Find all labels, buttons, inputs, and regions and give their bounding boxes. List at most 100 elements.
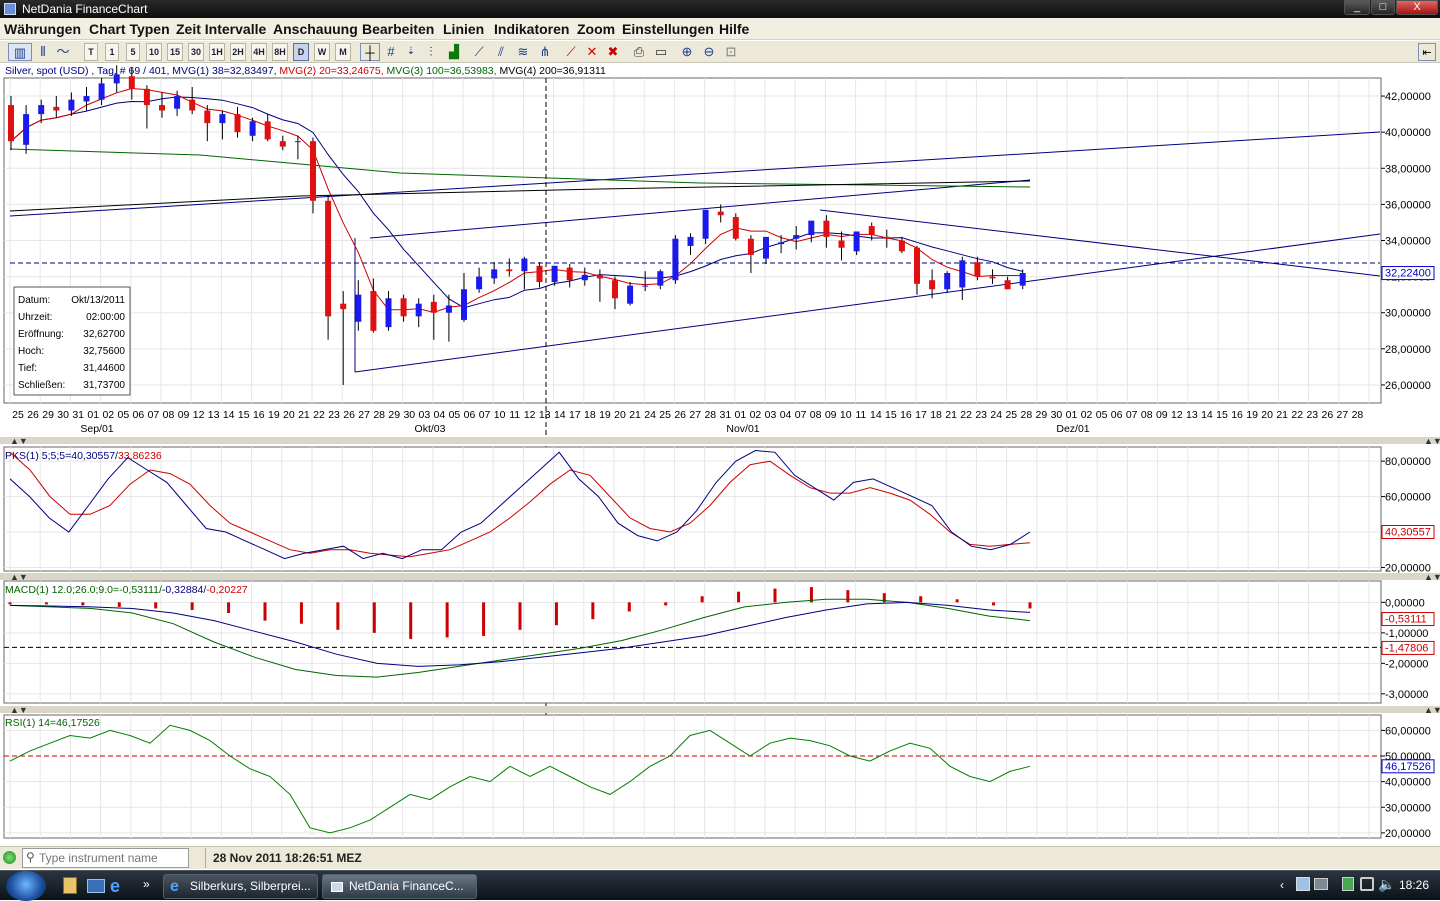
minimize-button[interactable]: _ — [1344, 0, 1370, 15]
candle-down[interactable] — [234, 114, 241, 133]
rsi-panel[interactable]: 60,0000050,0000040,0000030,0000020,00000… — [3, 714, 1435, 840]
candle-up[interactable] — [627, 285, 634, 304]
candle-down[interactable] — [370, 291, 377, 331]
candle-down[interactable] — [400, 298, 407, 317]
candle-up[interactable] — [702, 209, 709, 239]
candle-up[interactable] — [83, 96, 90, 102]
candle-down[interactable] — [732, 217, 739, 239]
battery-icon[interactable] — [1342, 877, 1354, 891]
menu-hilfe[interactable]: Hilfe — [719, 21, 750, 37]
candle-down[interactable] — [430, 301, 437, 313]
candle-down[interactable] — [279, 141, 286, 147]
interval-8h-button[interactable]: 8H — [272, 43, 288, 61]
crosshair-icon[interactable]: ┼ — [360, 43, 380, 61]
grid-icon[interactable]: # — [387, 44, 395, 59]
candlestick-chart-icon[interactable]: ▥ — [8, 43, 32, 61]
candle-up[interactable] — [808, 220, 815, 236]
candle-down[interactable] — [596, 274, 603, 279]
instrument-search-input[interactable] — [39, 850, 187, 866]
candle-down[interactable] — [868, 226, 875, 236]
drop-icon[interactable]: ⇣ — [406, 46, 416, 57]
candle-down[interactable] — [612, 280, 618, 299]
candle-up[interactable] — [687, 236, 694, 246]
candle-down[interactable] — [53, 106, 60, 111]
candle-down[interactable] — [823, 220, 830, 237]
ie-icon[interactable]: e — [110, 876, 121, 896]
delete-all-icon[interactable]: ✖ — [607, 44, 619, 59]
zoom-reset-icon[interactable]: ⊡ — [725, 44, 737, 59]
panel-splitter[interactable] — [0, 437, 1440, 444]
candle-up[interactable] — [461, 289, 467, 320]
explorer-icon[interactable] — [63, 877, 77, 894]
candle-up[interactable] — [445, 305, 452, 313]
splitter-arrows-icon[interactable]: ▲▼ — [10, 705, 28, 715]
candle-up[interactable] — [581, 274, 588, 281]
network-icon[interactable] — [1360, 877, 1374, 891]
candle-up[interactable] — [113, 74, 120, 84]
interval-day-button[interactable]: D — [293, 43, 309, 61]
candle-up[interactable] — [551, 265, 558, 283]
volume-icon[interactable]: ▟ — [449, 44, 459, 59]
menu-zoom[interactable]: Zoom — [577, 21, 616, 37]
interval-10min-button[interactable]: 10 — [146, 43, 162, 61]
candle-up[interactable] — [23, 114, 30, 145]
candle-up[interactable] — [672, 238, 679, 281]
candle-down[interactable] — [929, 280, 936, 290]
zoom-in-icon[interactable]: ⊕ — [681, 44, 693, 59]
desktop-icon[interactable] — [87, 879, 105, 893]
candle-up[interactable] — [521, 258, 528, 272]
instrument-search-box[interactable]: ⚲ — [22, 848, 189, 868]
candle-up[interactable] — [763, 236, 769, 259]
delete-line-icon[interactable]: ⟋ — [566, 44, 576, 59]
panel-toggle-icon[interactable]: ⇤ — [1418, 43, 1436, 61]
zoom-out-icon[interactable]: ⊖ — [703, 44, 715, 59]
candle-up[interactable] — [385, 298, 392, 328]
candle-up[interactable] — [944, 273, 951, 290]
candle-down[interactable] — [264, 121, 271, 140]
candle-down[interactable] — [974, 262, 981, 277]
candle-down[interactable] — [340, 303, 347, 310]
fibonacci-icon[interactable]: ≋ — [517, 44, 529, 59]
interval-4h-button[interactable]: 4H — [251, 43, 267, 61]
candle-up[interactable] — [174, 96, 181, 109]
interval-5min-button[interactable]: 5 — [126, 43, 140, 61]
fan-icon[interactable]: ⋔ — [539, 44, 551, 59]
clock[interactable]: 18:26 — [1399, 878, 1430, 892]
menu-anschauung[interactable]: Anschauung — [273, 21, 358, 37]
candle-up[interactable] — [793, 235, 800, 239]
candle-up[interactable] — [355, 294, 362, 322]
volume-icon[interactable]: 🔈 — [1378, 876, 1396, 892]
menu-bearbeiten[interactable]: Bearbeiten — [362, 21, 435, 37]
channel-icon[interactable]: ⫽ — [498, 44, 504, 59]
candle-down[interactable] — [914, 247, 920, 284]
candle-down[interactable] — [506, 269, 513, 272]
candle-up[interactable] — [98, 83, 105, 100]
candle-down[interactable] — [747, 238, 754, 255]
candle-down[interactable] — [189, 99, 196, 111]
chart-area[interactable]: 42,00000 40,00000 38,00000 36,00000 34,00000… — [0, 63, 1440, 845]
start-button[interactable] — [6, 871, 46, 901]
interval-1min-button[interactable]: 1 — [105, 43, 119, 61]
candle-up[interactable] — [853, 231, 860, 252]
interval-week-button[interactable]: W — [314, 43, 330, 61]
tray-app-icon[interactable] — [1296, 877, 1310, 891]
menu-linien[interactable]: Linien — [443, 21, 485, 37]
candle-up[interactable] — [68, 99, 75, 111]
menu-chart-typen[interactable]: Chart Typen — [89, 21, 170, 37]
panel-splitter[interactable] — [0, 706, 1440, 713]
splitter-arrows-icon[interactable]: ▲▼ — [10, 572, 28, 582]
menu-waehrungen[interactable]: Währungen — [4, 21, 81, 37]
delete-icon[interactable]: ✕ — [586, 44, 598, 59]
indicator-icon[interactable]: ⫶ — [429, 44, 433, 59]
candle-down[interactable] — [717, 211, 724, 216]
candle-up[interactable] — [778, 242, 785, 245]
interval-tick-button[interactable]: T — [84, 43, 98, 61]
splitter-arrows-icon[interactable]: ▲▼ — [1424, 705, 1440, 715]
candle-down[interactable] — [143, 88, 150, 106]
interval-30min-button[interactable]: 30 — [188, 43, 204, 61]
candle-down[interactable] — [883, 236, 890, 239]
tray-expand-icon[interactable]: ‹ — [1280, 878, 1284, 892]
candle-down[interactable] — [8, 105, 14, 142]
interval-1h-button[interactable]: 1H — [209, 43, 225, 61]
